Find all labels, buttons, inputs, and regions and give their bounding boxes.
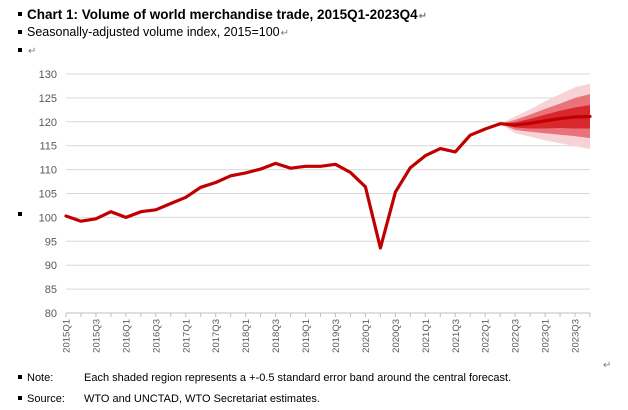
data-point <box>289 167 292 169</box>
chart-title: Chart 1: Volume of world merchandise tra… <box>27 7 418 22</box>
data-point <box>214 181 217 184</box>
y-tick-label: 125 <box>39 93 57 105</box>
data-point <box>529 122 531 125</box>
data-point <box>199 186 202 189</box>
x-tick-label: 2016Q1 <box>121 319 132 353</box>
x-tick-label: 2023Q3 <box>571 319 582 353</box>
data-point <box>65 215 67 217</box>
chart-subtitle: Seasonally-adjusted volume index, 2015=1… <box>27 25 280 39</box>
y-tick-label: 110 <box>39 165 57 177</box>
data-point <box>349 171 352 174</box>
x-tick-label: 2016Q3 <box>151 319 162 353</box>
y-tick-label: 85 <box>45 284 57 296</box>
x-tick-label: 2018Q1 <box>241 319 252 353</box>
data-point <box>514 124 516 126</box>
data-point <box>125 216 127 219</box>
data-point <box>304 165 307 168</box>
x-tick-label: 2015Q3 <box>91 319 102 353</box>
data-point <box>589 115 591 118</box>
chart-subtitle-row: Seasonally-adjusted volume index, 2015=1… <box>18 25 289 39</box>
data-point <box>80 220 82 223</box>
x-tick-label: 2020Q3 <box>391 319 402 353</box>
bullet-marker <box>18 47 22 52</box>
y-tick-label: 95 <box>45 236 57 248</box>
return-mark-icon: ↵ <box>28 46 37 57</box>
return-mark-icon: ↵ <box>603 360 612 371</box>
x-tick-label: 2017Q1 <box>181 319 192 353</box>
y-tick-label: 80 <box>45 308 57 320</box>
y-tick-label: 130 <box>39 69 57 81</box>
x-tick-label: 2018Q3 <box>271 319 282 353</box>
data-point <box>364 186 367 188</box>
data-point <box>409 166 412 169</box>
bullet-marker <box>18 396 22 401</box>
line-chart: 80 85 90 95 100 105 110 115 120 125 130 2015Q1 2015Q… <box>39 69 592 353</box>
data-point <box>170 202 172 205</box>
data-point <box>544 120 546 122</box>
data-point <box>140 210 142 213</box>
data-point <box>559 117 561 120</box>
data-point <box>319 165 322 168</box>
axes: 80 85 90 95 100 105 110 115 120 125 130 2015Q1 2015Q… <box>39 69 591 353</box>
bullet-marker <box>18 12 22 17</box>
y-tick-label: 115 <box>39 141 57 153</box>
y-tick-label: 105 <box>39 189 57 201</box>
x-tick-label: 2015Q1 <box>62 319 73 353</box>
x-tick-label: 2023Q1 <box>541 319 552 353</box>
gridlines <box>66 73 590 290</box>
data-point <box>110 210 112 213</box>
x-tick-label: 2019Q1 <box>301 319 312 353</box>
x-tick-label: 2021Q1 <box>421 319 432 353</box>
data-point <box>499 122 501 125</box>
y-tick-label: 120 <box>39 117 57 129</box>
data-point <box>244 172 247 174</box>
x-tick-label: 2020Q1 <box>361 319 372 353</box>
data-point <box>469 134 472 136</box>
return-mark-icon: ↵ <box>280 28 289 39</box>
series <box>64 114 592 250</box>
x-tick-label: 2021Q3 <box>451 319 462 353</box>
data-point <box>379 247 382 249</box>
source-text: WTO and UNCTAD, WTO Secretariat estimate… <box>84 393 320 405</box>
y-tick-label: 100 <box>39 212 57 224</box>
data-point <box>574 116 576 118</box>
return-mark-icon: ↵ <box>418 11 428 22</box>
data-point <box>259 168 262 170</box>
bullet-marker <box>18 29 22 34</box>
data-point <box>274 162 277 165</box>
forecast-bands <box>500 83 590 149</box>
x-tick-label: 2022Q3 <box>511 319 522 353</box>
note-label: Note: <box>27 372 54 384</box>
note-row: Note: Each shaded region represents a +-0… <box>18 372 511 384</box>
data-point <box>155 208 157 211</box>
data-point <box>454 151 457 153</box>
x-tick-label: 2017Q3 <box>211 319 222 353</box>
data-point <box>229 175 232 177</box>
source-row: Source: WTO and UNCTAD, WTO Secretariat e… <box>18 393 320 405</box>
data-point <box>394 191 397 193</box>
data-point <box>95 218 97 220</box>
data-point <box>184 196 187 199</box>
data-point <box>484 128 487 130</box>
x-tick-label: 2019Q3 <box>331 319 342 353</box>
bullet-marker <box>18 375 22 380</box>
data-point <box>424 154 427 157</box>
empty-paragraph: ↵ <box>18 43 36 57</box>
series-line-volume-index <box>64 114 592 250</box>
x-tick-label: 2022Q1 <box>481 319 492 353</box>
chart-title-row: Chart 1: Volume of world merchandise tra… <box>18 7 427 22</box>
bullet-marker <box>18 212 22 216</box>
data-point <box>439 147 442 150</box>
note-text: Each shaded region represents a +-0.5 st… <box>84 372 512 384</box>
source-label: Source: <box>27 393 65 405</box>
data-point <box>334 163 337 166</box>
y-tick-label: 90 <box>45 260 57 272</box>
